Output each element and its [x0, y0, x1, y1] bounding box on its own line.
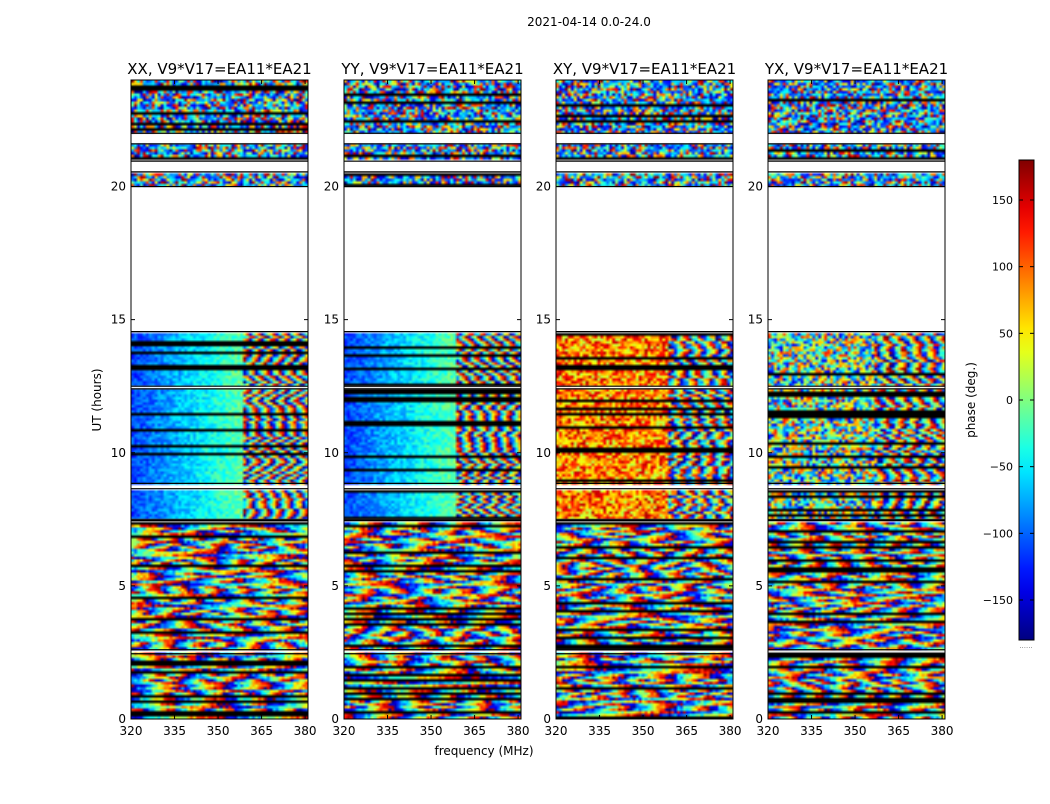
y-tick-label: 10 — [111, 446, 126, 460]
panel-frame — [130, 79, 309, 720]
y-tick-label: 0 — [755, 712, 763, 726]
x-tick-label: 320 — [120, 724, 143, 738]
colorbar-label: phase (deg.) — [964, 362, 978, 438]
x-tick-label: 335 — [376, 724, 399, 738]
colorbar-tick-label: −150 — [983, 594, 1013, 607]
x-tick-label: 320 — [545, 724, 568, 738]
x-tick-label: 350 — [420, 724, 443, 738]
y-tick-label: 15 — [536, 313, 551, 327]
x-tick-label: 380 — [507, 724, 530, 738]
panel-frame — [555, 79, 734, 720]
panels-group: XX, V9*V17=EA11*EA21 320 335 350 365 380 0 5 10 1… — [111, 60, 954, 738]
x-tick-label: 320 — [757, 724, 780, 738]
x-tick-label: 380 — [931, 724, 954, 738]
panel-1: YY, V9*V17=EA11*EA21 320 335 350 365 380 0 5 10 1… — [324, 60, 530, 738]
x-tick-label: 350 — [632, 724, 655, 738]
x-tick-label: 365 — [250, 724, 273, 738]
x-tick-label: 335 — [800, 724, 823, 738]
y-tick-label: 10 — [536, 446, 551, 460]
x-axis-label: frequency (MHz) — [434, 744, 533, 758]
y-tick-label: 5 — [118, 579, 126, 593]
y-tick-label: 0 — [331, 712, 339, 726]
colorbar-tick-label: 50 — [999, 327, 1013, 340]
colorbar-tick-label: −100 — [983, 527, 1013, 540]
x-tick-label: 335 — [588, 724, 611, 738]
panel-title: XX, V9*V17=EA11*EA21 — [127, 60, 311, 78]
panel-title: XY, V9*V17=EA11*EA21 — [553, 60, 736, 78]
x-tick-label: 350 — [844, 724, 867, 738]
y-tick-label: 0 — [118, 712, 126, 726]
x-tick-label: 350 — [207, 724, 230, 738]
y-axis-label: UT (hours) — [90, 368, 104, 431]
y-tick-label: 15 — [748, 313, 763, 327]
panel-frame — [767, 79, 946, 720]
y-tick-label: 0 — [543, 712, 551, 726]
panel-3: YX, V9*V17=EA11*EA21 320 335 350 365 380 0 5 10 1… — [748, 60, 954, 738]
colorbar-dots: ...... — [1019, 642, 1032, 650]
x-tick-label: 380 — [294, 724, 317, 738]
x-tick-label: 320 — [333, 724, 356, 738]
y-tick-label: 20 — [536, 180, 551, 194]
colorbar-tick-label: 100 — [992, 261, 1013, 274]
colorbar-tick-label: 150 — [992, 194, 1013, 207]
colorbar-tick-label: −50 — [990, 461, 1013, 474]
panel-2: XY, V9*V17=EA11*EA21 320 335 350 365 380 0 5 10 1… — [536, 60, 742, 738]
y-tick-label: 5 — [543, 579, 551, 593]
y-tick-label: 20 — [748, 180, 763, 194]
x-tick-label: 335 — [163, 724, 186, 738]
colorbar-tick-label: 0 — [1006, 394, 1013, 407]
x-tick-label: 365 — [675, 724, 698, 738]
panel-0: XX, V9*V17=EA11*EA21 320 335 350 365 380 0 5 10 1… — [111, 60, 317, 738]
figure-suptitle: 2021-04-14 0.0-24.0 — [527, 15, 651, 29]
y-tick-label: 10 — [748, 446, 763, 460]
phase-heatmap-image — [556, 80, 733, 719]
x-tick-label: 380 — [719, 724, 742, 738]
x-tick-label: 365 — [463, 724, 486, 738]
y-tick-label: 5 — [755, 579, 763, 593]
panel-frame — [343, 79, 522, 720]
x-tick-label: 365 — [887, 724, 910, 738]
phase-heatmap-image — [768, 80, 945, 719]
y-tick-label: 5 — [331, 579, 339, 593]
phase-heatmap-image — [344, 80, 521, 719]
y-tick-label: 15 — [111, 313, 126, 327]
panel-title: YY, V9*V17=EA11*EA21 — [340, 60, 523, 78]
panel-title: YX, V9*V17=EA11*EA21 — [764, 60, 948, 78]
y-tick-label: 10 — [324, 446, 339, 460]
colorbar: 150 100 50 0 −50 −100 −150 — [983, 159, 1035, 641]
phase-heatmap-image — [131, 80, 308, 719]
y-tick-label: 20 — [111, 180, 126, 194]
y-tick-label: 20 — [324, 180, 339, 194]
y-tick-label: 15 — [324, 313, 339, 327]
